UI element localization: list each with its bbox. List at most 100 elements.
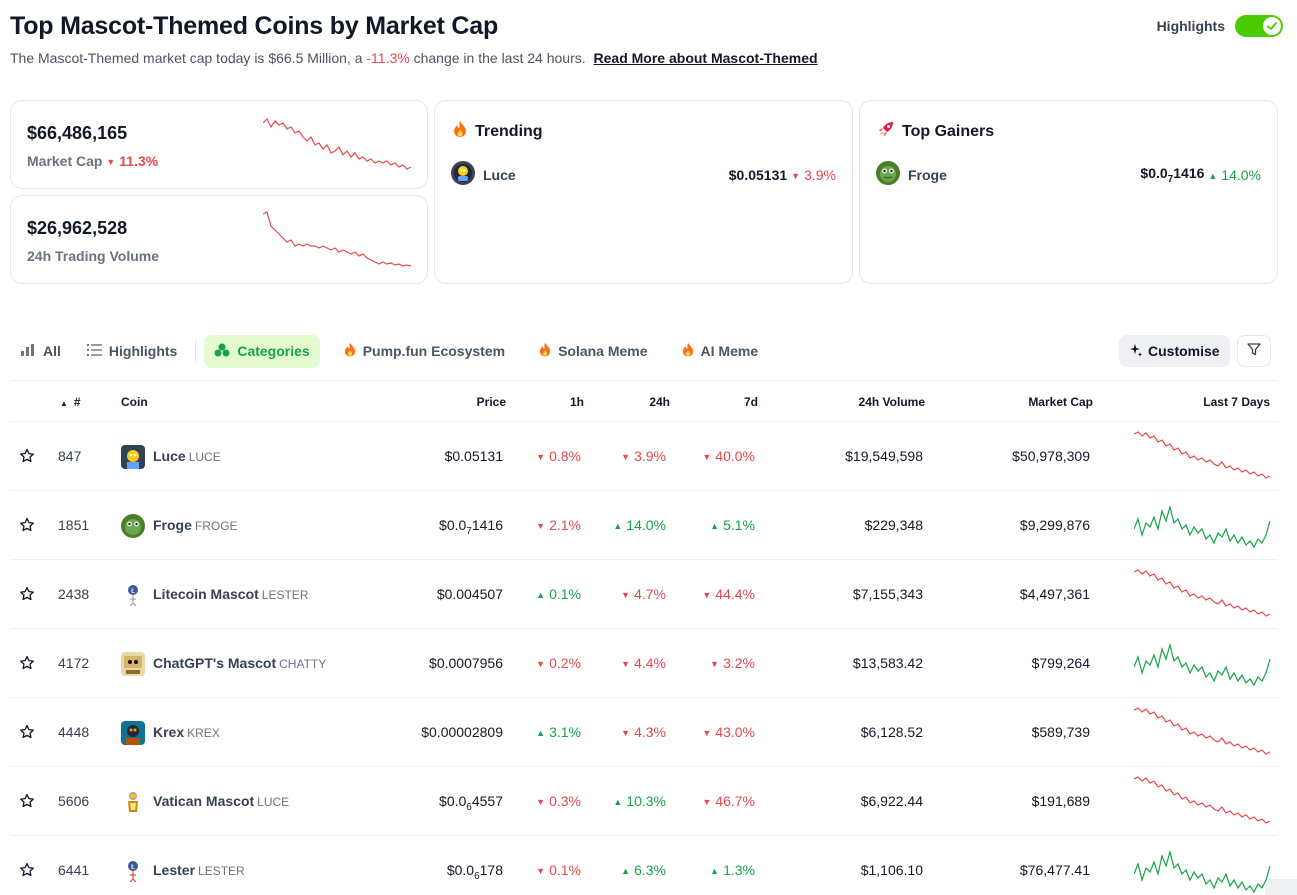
price-cell: $0.071416	[370, 517, 503, 537]
star-icon[interactable]	[19, 655, 35, 674]
price-cell: $0.00002809	[370, 724, 503, 744]
change-1h-cell: ▼ 2.1%	[521, 517, 581, 533]
highlights-toggle-group: Highlights	[1157, 15, 1283, 37]
caret-down-icon: ▼	[621, 452, 631, 462]
coin-name: Luce	[153, 448, 186, 464]
row-sparkline	[1134, 776, 1271, 824]
top-gainers-card[interactable]: Top Gainers Froge $0.071416 ▲ 14.0%	[859, 100, 1278, 284]
change-24h-cell-value: 10.3%	[626, 793, 666, 809]
top-gainers-title: Top Gainers	[878, 121, 994, 142]
market-cap-cell: $589,739	[1031, 724, 1090, 740]
caret-up-icon: ▲	[536, 728, 546, 738]
caret-down-icon: ▼	[702, 590, 712, 600]
caret-down-icon: ▼	[621, 728, 631, 738]
filter-button[interactable]	[1237, 335, 1271, 367]
market-cap-value: $66,486,165	[27, 123, 128, 143]
star-icon[interactable]	[19, 517, 35, 536]
market-cap-card: $66,486,165 Market Cap ▼ 11.3%	[10, 100, 428, 189]
market-cap-header[interactable]: Market Cap	[1028, 395, 1093, 409]
market-cap-cell: $9,299,876	[1019, 517, 1090, 533]
coin-avatar	[121, 652, 145, 676]
caret-up-icon: ▲	[536, 590, 546, 600]
coin-header[interactable]: Coin	[121, 395, 148, 409]
coin-name-cell[interactable]: Vatican Mascot LUCE	[153, 793, 289, 809]
tab-ai-meme[interactable]: AI Meme	[672, 334, 769, 368]
coin-name-cell[interactable]: ChatGPT's Mascot CHATTY	[153, 655, 326, 671]
price-header[interactable]: Price	[476, 395, 506, 409]
change-24h-cell: ▲ 6.3%	[596, 862, 666, 878]
tab-highlights[interactable]: Highlights	[77, 335, 187, 368]
top-gainer-coin-row[interactable]: Froge $0.071416 ▲ 14.0%	[876, 161, 1261, 188]
star-icon[interactable]	[19, 448, 35, 467]
tab-all[interactable]: All	[10, 335, 71, 368]
check-icon	[1263, 17, 1281, 35]
table-row[interactable]: 4172 ChatGPT's Mascot CHATTY $0.0007956 ▼…	[10, 629, 1278, 698]
caret-down-icon: ▼	[536, 659, 546, 669]
star-icon[interactable]	[19, 793, 35, 812]
change-24h-cell-value: 14.0%	[626, 517, 666, 533]
tab-categories[interactable]: Categories	[204, 334, 320, 368]
trending-coin-change: ▼ 3.9%	[791, 167, 836, 183]
trending-coin-change-value: 3.9%	[804, 166, 836, 183]
list-icon	[86, 343, 102, 360]
caret-up-icon: ▲	[710, 866, 720, 876]
star-icon[interactable]	[19, 724, 35, 743]
subtitle-suffix: change in the last 24 hours.	[413, 50, 586, 66]
caret-down-icon: ▼	[536, 866, 546, 876]
change-24h-cell: ▼ 4.3%	[596, 724, 666, 740]
change-7d-cell: ▼ 3.2%	[685, 655, 755, 671]
d7-header[interactable]: 7d	[743, 395, 758, 409]
coin-name-cell[interactable]: Lester LESTER	[153, 862, 245, 878]
top-gainer-coin-change: ▲ 14.0%	[1208, 167, 1261, 183]
trending-title-text: Trending	[475, 122, 543, 140]
star-icon[interactable]	[19, 862, 35, 881]
sort-rank-header[interactable]: ▲ #	[60, 395, 81, 409]
trending-coin-row[interactable]: Luce $0.05131 ▼ 3.9%	[451, 161, 836, 188]
tab-pump-fun[interactable]: Pump.fun Ecosystem	[334, 334, 515, 368]
table-row[interactable]: 847 Luce LUCE $0.05131 ▼ 0.8% ▼ 3.9% ▼ 40.0%…	[10, 422, 1278, 491]
volume-header[interactable]: 24h Volume	[858, 395, 925, 409]
star-icon[interactable]	[19, 586, 35, 605]
change-7d-cell: ▼ 43.0%	[685, 724, 755, 740]
rank-cell: 5606	[58, 793, 90, 809]
table-header: ▲ # Coin Price 1h 24h 7d 24h Volume Marke…	[10, 380, 1278, 422]
h24-header[interactable]: 24h	[649, 395, 670, 409]
trending-title: Trending	[453, 121, 543, 142]
h1-header[interactable]: 1h	[569, 395, 584, 409]
table-row[interactable]: 4448 Krex KREX $0.00002809 ▲ 3.1% ▼ 4.3% ▼ 4…	[10, 698, 1278, 767]
read-more-link[interactable]: Read More about Mascot-Themed	[593, 50, 818, 66]
price-prefix: $0.0	[439, 517, 467, 533]
caret-down-icon: ▼	[536, 797, 546, 807]
table-row[interactable]: 5606 Vatican Mascot LUCE $0.064557 ▼ 0.3% …	[10, 767, 1278, 836]
trending-card[interactable]: Trending Luce $0.05131 ▼ 3.9%	[434, 100, 853, 284]
coin-name-cell[interactable]: Froge FROGE	[153, 517, 238, 533]
highlights-toggle[interactable]	[1235, 15, 1283, 37]
rank-cell: 1851	[58, 517, 90, 533]
coin-symbol: CHATTY	[279, 657, 327, 671]
table-row[interactable]: 1851 Froge FROGE $0.071416 ▼ 2.1% ▲ 14.0% ▲…	[10, 491, 1278, 560]
change-1h-cell: ▼ 0.2%	[521, 655, 581, 671]
coin-name-cell[interactable]: Luce LUCE	[153, 448, 221, 464]
table-row[interactable]: 2438 Ł Litecoin Mascot LESTER $0.004507 ▲…	[10, 560, 1278, 629]
tab-categories-label: Categories	[237, 343, 310, 359]
change-24h-cell-value: 4.4%	[634, 655, 666, 671]
change-24h-cell: ▼ 4.7%	[596, 586, 666, 602]
coin-name-cell[interactable]: Litecoin Mascot LESTER	[153, 586, 308, 602]
coin-symbol: LUCE	[188, 450, 221, 464]
row-sparkline	[1134, 569, 1271, 617]
coins-table: ▲ # Coin Price 1h 24h 7d 24h Volume Marke…	[10, 380, 1278, 895]
customise-button[interactable]: Customise	[1119, 335, 1230, 367]
scroll-to-top-button[interactable]	[1265, 879, 1297, 895]
price-cell: $0.05131	[370, 448, 503, 468]
rank-cell: 847	[58, 448, 82, 464]
coin-name-cell[interactable]: Krex KREX	[153, 724, 220, 740]
change-7d-cell-value: 1.3%	[723, 862, 755, 878]
tab-solana-meme[interactable]: Solana Meme	[529, 334, 657, 368]
price-prefix: $0.0	[446, 862, 475, 878]
table-row[interactable]: 6441 Ł Lester LESTER $0.06178 ▼ 0.1% ▲ 6.3%…	[10, 836, 1278, 895]
rocket-icon	[878, 121, 894, 142]
change-1h-cell: ▼ 0.8%	[521, 448, 581, 464]
market-cap-sparkline	[263, 117, 412, 170]
price-prefix: $0.0	[1140, 164, 1168, 181]
fire-icon	[453, 121, 467, 142]
